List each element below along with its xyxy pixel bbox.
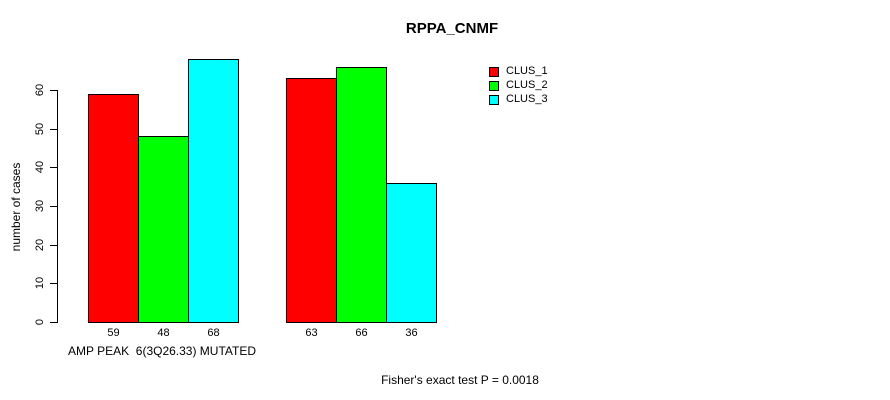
bar-value-label: 63	[305, 327, 318, 339]
y-tick-mark	[50, 206, 57, 207]
bar-clus_1-group1	[88, 94, 139, 323]
bar-clus_1-group2	[286, 78, 337, 323]
bar-value-label: 66	[355, 327, 368, 339]
bar-value-label: 68	[207, 327, 220, 339]
bar-clus_2-group1	[138, 136, 189, 323]
y-tick-mark	[50, 322, 57, 323]
x-group-label: AMP PEAK 6(3Q26.33) MUTATED	[67, 344, 257, 358]
y-tick-mark	[50, 283, 57, 284]
bar-value-label: 36	[405, 327, 418, 339]
legend-swatch-icon	[489, 66, 499, 77]
legend: CLUS_1 CLUS_2 CLUS_3	[489, 66, 548, 108]
y-tick-label: 0	[34, 318, 46, 326]
y-tick-mark	[50, 129, 57, 130]
footnote-pvalue: Fisher's exact test P = 0.0018	[381, 373, 539, 387]
chart-title: RPPA_CNMF	[405, 20, 499, 37]
y-tick-mark	[50, 167, 57, 168]
legend-swatch-icon	[489, 80, 499, 91]
legend-swatch-icon	[489, 94, 499, 105]
legend-item-clus_2: CLUS_2	[489, 80, 548, 91]
legend-label: CLUS_1	[506, 65, 548, 77]
legend-label: CLUS_3	[506, 93, 548, 105]
legend-item-clus_1: CLUS_1	[489, 66, 548, 77]
bar-clus_3-group2	[386, 183, 437, 323]
bar-clus_2-group2	[336, 67, 387, 323]
y-tick-mark	[50, 90, 57, 91]
y-tick-label: 20	[34, 238, 46, 252]
y-tick-label: 40	[34, 160, 46, 174]
y-axis-label: number of cases	[9, 162, 23, 252]
y-axis-line	[57, 90, 58, 323]
y-tick-mark	[50, 245, 57, 246]
bar-value-label: 48	[157, 327, 170, 339]
y-tick-label: 30	[34, 199, 46, 213]
y-tick-label: 60	[34, 83, 46, 97]
bar-clus_3-group1	[188, 59, 239, 323]
bar-value-label: 59	[107, 327, 120, 339]
y-tick-label: 10	[34, 276, 46, 290]
y-tick-label: 50	[34, 122, 46, 136]
legend-item-clus_3: CLUS_3	[489, 94, 548, 105]
legend-label: CLUS_2	[506, 79, 548, 91]
